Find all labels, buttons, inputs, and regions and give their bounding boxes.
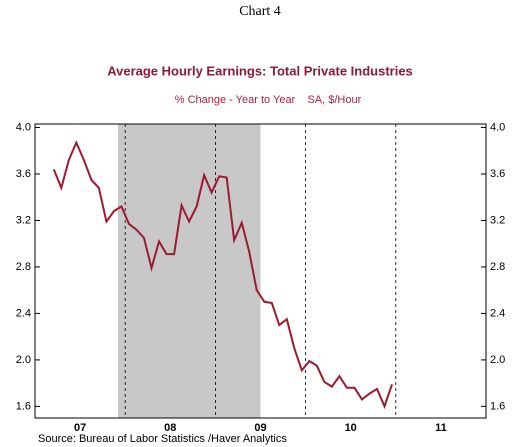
x-tick-label: 10 [345,422,357,434]
y-tick-label: 2.4 [490,307,505,319]
y-tick-label: 1.6 [16,400,31,412]
source: Source: Bureau of Labor Statistics /Have… [38,433,287,445]
y-tick-label: 3.6 [490,168,505,180]
y-tick-label: 2.4 [16,307,31,319]
x-tick-label: 09 [254,422,266,434]
series-line [52,140,393,410]
chart-subtitle: % Change - Year to Year SA, $/Hour [175,94,362,106]
chart-header: Chart 4 [239,4,281,19]
x-tick-label: 11 [435,422,447,434]
y-tick-label: 2.8 [490,261,505,273]
plot-frame [34,123,487,419]
y-tick-label: 2.8 [16,261,31,273]
y-tick-label: 2.0 [16,354,31,366]
y-tick-label: 3.2 [16,214,31,226]
y-tick-label: 3.2 [490,214,505,226]
chart-title: Average Hourly Earnings: Total Private I… [107,63,413,78]
y-tick-label: 4.0 [16,121,31,133]
x-tick-label: 07 [74,422,86,434]
recession-shade [117,124,261,418]
y-tick-label: 3.6 [16,168,31,180]
x-tick-label: 08 [164,422,176,434]
y-tick-label: 4.0 [490,121,505,133]
y-tick-label: 1.6 [490,400,505,412]
y-tick-label: 2.0 [490,354,505,366]
